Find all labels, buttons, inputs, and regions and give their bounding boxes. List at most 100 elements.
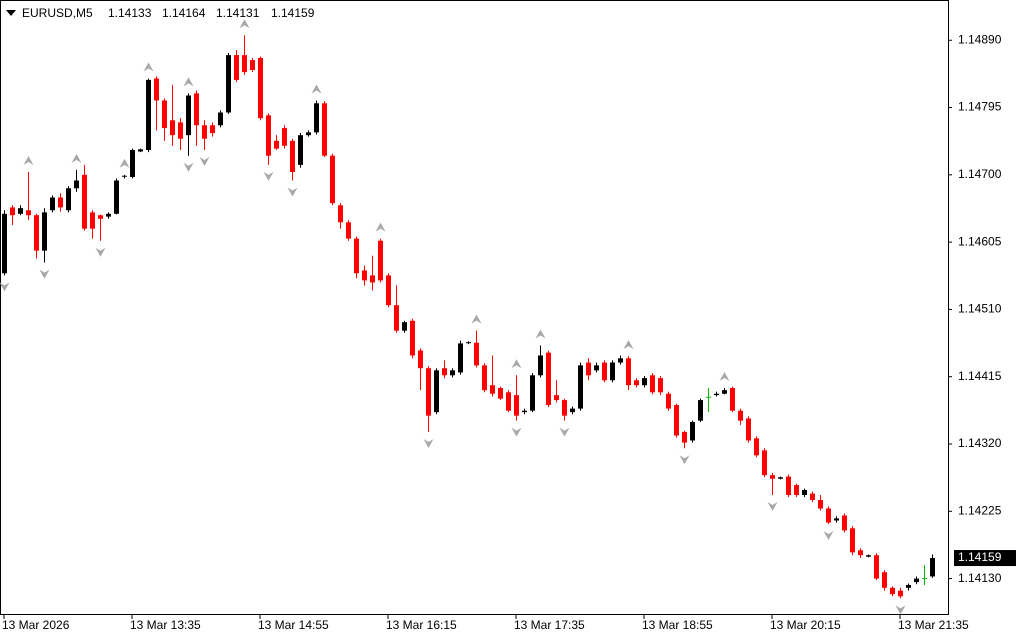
header-open: 1.14133 (108, 6, 152, 20)
fractal-down (183, 162, 194, 172)
candle-body (578, 365, 583, 409)
candle-body (370, 275, 375, 283)
candle-body (514, 395, 519, 416)
candle-body (690, 422, 695, 441)
candle-body (218, 112, 223, 126)
candle-body (42, 212, 47, 251)
candle-body (2, 213, 7, 274)
x-tick-label: 13 Mar 21:35 (898, 618, 969, 632)
fractal-down (511, 427, 522, 437)
plot-frame (0, 0, 949, 615)
candle-body (466, 342, 471, 344)
candle-body (914, 578, 919, 583)
candle-body (34, 215, 39, 251)
candle-body (610, 362, 615, 381)
candle-body (130, 150, 135, 177)
fractal-down (679, 455, 690, 465)
candle-body (874, 555, 879, 579)
candle-body (490, 385, 495, 394)
current-price-label: 1.14159 (958, 550, 1002, 564)
candle-body (338, 205, 343, 223)
x-tick-label: 13 Mar 14:55 (258, 618, 329, 632)
candle-body (498, 388, 503, 399)
candle-body (722, 390, 727, 394)
candle-body (570, 408, 575, 413)
candle-body (586, 362, 591, 376)
candle-body (442, 368, 447, 376)
candle-body (386, 275, 391, 306)
fractal-down (895, 605, 906, 615)
candle-body (210, 125, 215, 134)
candle-body (66, 188, 71, 211)
candle-body (730, 388, 735, 411)
candle-body (530, 375, 535, 411)
candle-body (474, 342, 479, 366)
candle-body (402, 322, 407, 331)
candle-body (698, 400, 703, 421)
candle-body (602, 362, 607, 381)
candle-body (738, 410, 743, 421)
fractal-down (263, 171, 274, 181)
candle-body (802, 490, 807, 495)
fractal-up (623, 340, 634, 350)
fractal-up (535, 329, 546, 339)
fractal-up (511, 359, 522, 369)
candle-body (658, 378, 663, 393)
candle-body (826, 508, 831, 523)
y-tick-label: 1.14605 (958, 234, 1002, 248)
fractal-up (23, 156, 34, 165)
candle-body (682, 431, 687, 443)
candle-body (58, 197, 63, 208)
y-tick-label: 1.14130 (958, 571, 1002, 585)
candle-body (666, 393, 671, 409)
fractal-down (767, 502, 778, 511)
candle-body (482, 365, 487, 391)
x-tick-label: 13 Mar 16:15 (386, 618, 457, 632)
candle-body (426, 368, 431, 416)
candle-body (850, 528, 855, 553)
fractal-down (95, 247, 106, 257)
fractal-down (287, 187, 298, 197)
candle-body (554, 395, 559, 401)
candle-body (18, 208, 23, 214)
header-high: 1.14164 (162, 6, 206, 20)
y-tick-label: 1.14320 (958, 436, 1002, 450)
y-tick-label: 1.14795 (958, 100, 1002, 114)
candle-body (642, 378, 647, 386)
candle-body (202, 125, 207, 139)
candle-body (378, 240, 383, 281)
candle-body (842, 515, 847, 531)
candle-body (162, 100, 167, 129)
symbol-title: EURUSD,M5 (22, 6, 93, 20)
candle-body (50, 197, 55, 211)
candle-body (106, 213, 111, 217)
candle-body (562, 400, 567, 416)
candle-body (186, 95, 191, 136)
candle-body (626, 358, 631, 386)
candle-body (226, 55, 231, 113)
fractal-down (199, 157, 210, 167)
candle-body (618, 358, 623, 363)
y-tick-label: 1.14225 (958, 503, 1002, 517)
candle-body (290, 140, 295, 172)
candle-body (394, 305, 399, 331)
candle-body (314, 103, 319, 133)
candle-body (114, 180, 119, 214)
candle-body (74, 180, 79, 189)
candle-body (778, 477, 783, 479)
candle-body (322, 103, 327, 156)
x-tick-label: 13 Mar 18:55 (642, 618, 713, 632)
candle-body (930, 558, 935, 577)
fractal-up (71, 153, 82, 163)
candle-body (354, 238, 359, 274)
candle-body (242, 55, 247, 73)
candle-body (306, 132, 311, 136)
header-toggle[interactable] (6, 10, 16, 16)
fractal-up (143, 62, 154, 72)
candle-body (146, 79, 151, 151)
y-tick-label: 1.14510 (958, 302, 1002, 316)
x-tick-label: 13 Mar 2026 (2, 618, 70, 632)
candle-body (138, 149, 143, 152)
x-tick-label: 13 Mar 17:35 (514, 618, 585, 632)
